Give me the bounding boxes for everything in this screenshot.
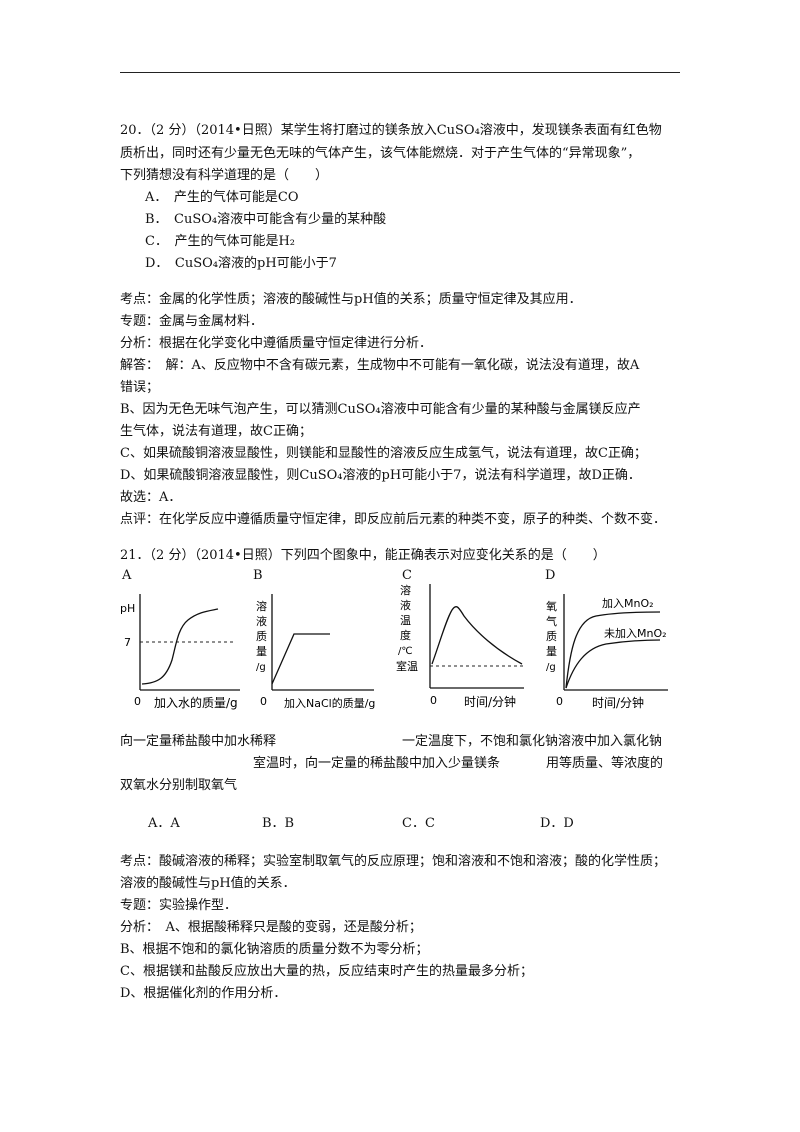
q20-analysis-line: 解答： 解：A、反应物中不含有碳元素，生成物中不可能有一氧化碳，说法没有道理，故… <box>120 358 640 373</box>
answer-d: D．D <box>540 816 574 831</box>
x-axis-label: 时间/分钟 <box>592 695 644 710</box>
catalyst-curve <box>565 611 661 689</box>
q21-stem: 21．（2 分）（2014•日照）下列四个图象中，能正确表示对应变化关系的是（ … <box>120 548 606 563</box>
q20-option-d: D． CuSO₄溶液的pH可能小于7 <box>145 256 337 271</box>
graph-b: 溶 液 质 量 /g 0 加入NaCl的质量/g <box>256 594 375 710</box>
q20-analysis-line: 考点：金属的化学性质；溶液的酸碱性与pH值的关系；质量守恒定律及其应用． <box>120 292 582 307</box>
graph-caption-a: 向一定量稀盐酸中加水稀释 <box>120 734 277 749</box>
graph-letter-a: A <box>122 568 132 583</box>
q21-analysis-line: B、根据不饱和的氯化钠溶质的质量分数不为零分析； <box>120 942 429 957</box>
header-rule <box>120 72 680 73</box>
origin-label: 0 <box>260 695 267 708</box>
y-axis-label: 液 <box>256 614 267 628</box>
y-axis-label: 度 <box>400 628 411 642</box>
origin-label: 0 <box>430 694 437 707</box>
graph-c: 溶 液 温 度 /℃ 室温 0 时间/分钟 <box>396 583 524 709</box>
answer-a: A．A <box>148 816 180 831</box>
mass-curve <box>271 633 330 685</box>
q20-analysis-line: 分析：根据在化学变化中遵循质量守恒定律进行分析． <box>120 336 433 351</box>
origin-label: 0 <box>556 695 563 708</box>
y-tick-label: 7 <box>124 636 131 649</box>
q20-analysis-line: 生气体，说法有道理，故C正确； <box>120 424 312 439</box>
y-axis-label: pH <box>120 602 135 615</box>
origin-label: 0 <box>134 695 141 708</box>
y-axis-label: 气 <box>546 614 557 628</box>
q21-analysis-line: 考点：酸碱溶液的稀释；实验室制取氧气的反应原理；饱和溶液和不饱和溶液；酸的化学性… <box>120 854 667 869</box>
q20-analysis-line: 点评：在化学反应中遵循质量守恒定律，即反应前后元素的种类不变，原子的种类、个数不… <box>120 512 667 527</box>
q21-analysis-line: 专题：实验操作型． <box>120 898 238 913</box>
q20-analysis-line: C、如果硫酸铜溶液显酸性，则镁能和显酸性的溶液反应生成氢气，说法有道理，故C正确… <box>120 446 647 461</box>
q20-option-b: B． CuSO₄溶液中可能含有少量的某种酸 <box>145 212 387 227</box>
y-axis-label: 溶 <box>256 599 267 613</box>
answer-c: C．C <box>402 816 435 831</box>
q20-analysis-line: 故选：A． <box>120 490 182 505</box>
y-axis-label: 质 <box>546 630 557 643</box>
no-catalyst-curve <box>565 639 661 689</box>
q21-analysis-line: C、根据镁和盐酸反应放出大量的热，反应结束时产生的热量最多分析； <box>120 964 533 979</box>
ph-curve <box>141 608 219 685</box>
y-axis-label: 量 <box>546 645 557 658</box>
q20-analysis-line: B、因为无色无味气泡产生，可以猜测CuSO₄溶液中可能含有少量的某种酸与金属镁反… <box>120 402 641 417</box>
q20-option-c: C． 产生的气体可能是H₂ <box>145 234 295 249</box>
no-catalyst-curve-label: 未加入MnO₂ <box>604 627 667 640</box>
q20-analysis-line: 错误； <box>120 380 160 395</box>
x-axis-label: 加入水的质量/g <box>154 695 238 710</box>
graph-caption-b: 一定温度下，不饱和氯化钠溶液中加入氯化钠 <box>402 734 663 749</box>
graph-caption-c: 室温时，向一定量的稀盐酸中加入少量镁条 <box>253 756 501 771</box>
graph-a: pH 7 0 加入水的质量/g <box>120 594 240 710</box>
graph-caption-d: 用等质量、等浓度的 <box>546 756 664 771</box>
y-axis-unit: /℃ <box>398 646 413 657</box>
q21-analysis-line: 分析： A、根据酸稀释只是酸的变弱，还是酸分析； <box>120 920 422 935</box>
temperature-curve <box>431 606 523 665</box>
graph-letter-b: B <box>253 568 263 583</box>
y-axis-label: 溶 <box>400 583 411 597</box>
y-axis-label: 氧 <box>546 599 557 613</box>
y-axis-label: 温 <box>400 614 411 627</box>
y-axis-label: 质 <box>256 630 267 643</box>
y-axis-unit: /g <box>256 662 266 673</box>
graph-caption-d-cont: 双氧水分别制取氧气 <box>120 778 238 793</box>
catalyst-curve-label: 加入MnO₂ <box>602 597 654 610</box>
graph-letter-c: C <box>402 568 412 583</box>
q20-analysis-line: 专题：金属与金属材料． <box>120 314 264 329</box>
q20-stem-line: 质析出，同时还有少量无色无味的气体产生，该气体能燃烧．对于产生气体的“异常现象”… <box>120 146 641 161</box>
x-axis-label: 加入NaCl的质量/g <box>284 696 375 710</box>
room-temperature-label: 室温 <box>396 659 418 673</box>
graph-letter-d: D <box>545 568 556 583</box>
q20-option-a: A． 产生的气体可能是CO <box>145 190 299 205</box>
answer-b: B．B <box>262 816 295 831</box>
q20-analysis-line: D、如果硫酸铜溶液显酸性，则CuSO₄溶液的pH可能小于7，说法有科学道理，故D… <box>120 468 641 483</box>
q21-analysis-line: 溶液的酸碱性与pH值的关系． <box>120 876 296 891</box>
q20-stem-line: 20．（2 分）（2014•日照）某学生将打磨过的镁条放入CuSO₄溶液中，发现… <box>120 123 662 138</box>
x-axis-label: 时间/分钟 <box>464 694 516 709</box>
graph-d: 氧 气 质 量 /g 加入MnO₂ 未加入MnO₂ 0 时间/分钟 <box>546 594 668 710</box>
y-axis-unit: /g <box>546 662 556 673</box>
y-axis-label: 量 <box>256 645 267 658</box>
q21-analysis-line: D、根据催化剂的作用分析． <box>120 986 287 1001</box>
q20-stem-line: 下列猜想没有科学道理的是（ ） <box>120 168 329 183</box>
y-axis-label: 液 <box>400 598 411 612</box>
